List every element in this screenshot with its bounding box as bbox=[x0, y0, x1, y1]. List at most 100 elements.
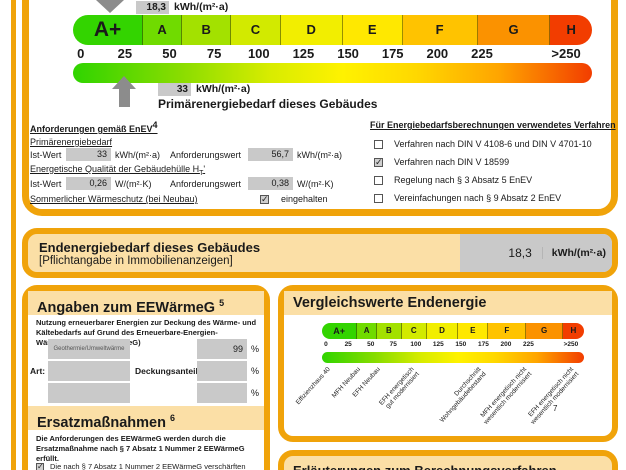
class-segment-a: A bbox=[143, 15, 182, 45]
tick-label: 25 bbox=[344, 341, 352, 348]
tick-label: 225 bbox=[471, 46, 493, 61]
energy-class-band: A+ A B C D E F G H bbox=[73, 15, 592, 45]
method-regelung-label: Regelung nach § 3 Absatz 5 EnEV bbox=[394, 175, 533, 185]
tick-label: >250 bbox=[551, 46, 581, 61]
comparison-markers: Effizienzhaus 40 MFH Neubau EFH Neubau E… bbox=[295, 366, 581, 427]
enev-requirements-title: Anforderungen gemäß EnEV4 bbox=[30, 120, 158, 134]
endenergy-marker-arrow-icon bbox=[96, 0, 124, 13]
method-vereinfachung-checkbox[interactable] bbox=[374, 194, 383, 203]
coverage-share-field[interactable]: 99 bbox=[197, 339, 247, 359]
anforderungswert-field[interactable]: 0,38 bbox=[248, 177, 293, 190]
ist-wert-unit: W/(m²·K) bbox=[115, 179, 152, 189]
envelope-quality-group-label: Energetische Qualität der Gebäudehülle H… bbox=[30, 164, 206, 177]
summer-heat-protection-label: Sommerlicher Wärmeschutz (bei Neubau) bbox=[30, 194, 198, 204]
primary-energy-value-unit: kWh/(m²·a) bbox=[196, 83, 251, 95]
energy-gradient-bar bbox=[73, 63, 592, 83]
renewable-type-field[interactable] bbox=[48, 361, 130, 381]
comparison-gradient-bar bbox=[322, 352, 584, 363]
ist-wert-field[interactable]: 33 bbox=[66, 148, 111, 161]
method-din18599-checkbox[interactable] bbox=[374, 157, 383, 168]
primary-energy-label: Primärenergiebedarf dieses Gebäudes bbox=[158, 97, 378, 111]
tick-label: 200 bbox=[500, 341, 512, 348]
comparison-class-band: A+ A B C D E F G H bbox=[322, 323, 584, 339]
primary-energy-value-box: 33 bbox=[158, 83, 191, 96]
method-regelung-checkbox[interactable] bbox=[374, 176, 383, 185]
class-segment-d: D bbox=[280, 15, 343, 45]
endenergy-banner-value-box: 18,3 kWh/(m²·a) bbox=[460, 234, 612, 272]
percent-sign: % bbox=[251, 388, 260, 398]
ist-wert-label: Ist-Wert bbox=[30, 179, 62, 189]
tick-label: 0 bbox=[324, 341, 328, 348]
ersatzmassnahmen-statement: Die Anforderungen des EEWärmeG werden du… bbox=[36, 434, 245, 463]
tick-label: 0 bbox=[77, 46, 85, 61]
class-segment-g: G bbox=[477, 15, 551, 45]
anforderungswert-unit: W/(m²·K) bbox=[297, 179, 334, 189]
class-segment-d: D bbox=[426, 323, 459, 339]
ersatzmassnahme-checkbox[interactable] bbox=[36, 462, 44, 470]
erlaeuterungen-title: Erläuterungen zum Berechnungsverfahren bbox=[293, 463, 557, 470]
method-din4108-label: Verfahren nach DIN V 4108-6 und DIN V 47… bbox=[394, 139, 592, 149]
class-segment-g: G bbox=[526, 323, 563, 339]
calc-method-title: Für Energiebedarfsberechnungen verwendet… bbox=[370, 120, 616, 130]
summer-heat-protection-status: eingehalten bbox=[281, 194, 328, 204]
class-segment-aplus: A+ bbox=[322, 323, 358, 339]
tick-label: 100 bbox=[247, 46, 270, 61]
percent-sign: % bbox=[251, 344, 260, 354]
percent-sign: % bbox=[251, 366, 260, 376]
anforderungswert-field[interactable]: 56,7 bbox=[248, 148, 293, 161]
tick-label: 75 bbox=[206, 46, 222, 61]
coverage-share-field[interactable] bbox=[197, 361, 247, 381]
tick-label: 175 bbox=[381, 46, 404, 61]
ersatzmassnahme-checkbox-label: Die nach § 7 Absatz 1 Nummer 2 EEWärmeG … bbox=[50, 462, 246, 470]
ist-wert-field[interactable]: 0,26 bbox=[66, 177, 111, 190]
comparison-title: Vergleichswerte Endenergie bbox=[284, 291, 612, 315]
class-segment-e: E bbox=[458, 323, 489, 339]
anforderungswert-label: Anforderungswert bbox=[170, 179, 242, 189]
footnote-number: 7 bbox=[553, 404, 558, 413]
footnote-ref: 5 bbox=[219, 298, 225, 308]
method-din4108-checkbox[interactable] bbox=[374, 140, 383, 149]
class-segment-a: A bbox=[357, 323, 377, 339]
endenergy-banner-title: Endenergiebedarf dieses Gebäudes bbox=[39, 240, 261, 255]
tick-label: 200 bbox=[426, 46, 449, 61]
class-segment-b: B bbox=[181, 15, 232, 45]
primary-energy-marker-shaft bbox=[119, 88, 130, 107]
comparison-tick-row: 0 25 50 75 100 125 150 175 200 225 >250 bbox=[322, 341, 584, 349]
class-segment-b: B bbox=[377, 323, 402, 339]
endenergy-banner-subtitle: [Pflichtangabe in Immobilienanzeigen] bbox=[39, 255, 233, 267]
tick-label: 50 bbox=[162, 46, 177, 61]
tick-label: 175 bbox=[477, 341, 489, 348]
class-segment-f: F bbox=[402, 15, 478, 45]
tick-label: >250 bbox=[563, 341, 579, 348]
ist-wert-label: Ist-Wert bbox=[30, 150, 62, 160]
endenergy-value-box: 18,3 bbox=[136, 1, 169, 14]
tick-label: 25 bbox=[117, 46, 133, 61]
footnote-ref: 4 bbox=[152, 120, 158, 130]
tick-label: 150 bbox=[455, 341, 467, 348]
ersatzmassnahmen-title: Ersatzmaßnahmen 6 bbox=[28, 406, 264, 431]
anforderungswert-unit: kWh/(m²·a) bbox=[297, 150, 342, 160]
summer-heat-protection-checkbox[interactable] bbox=[260, 194, 269, 205]
class-segment-aplus: A+ bbox=[73, 15, 144, 45]
erlaeuterungen-banner: Erläuterungen zum Berechnungsverfahren bbox=[278, 450, 618, 470]
method-vereinfachung-label: Vereinfachungen nach § 9 Absatz 2 EnEV bbox=[394, 193, 562, 203]
footnote-ref: 6 bbox=[169, 413, 175, 423]
endenergy-value-unit: kWh/(m²·a) bbox=[174, 1, 229, 13]
coverage-share-label: Deckungsanteil: bbox=[135, 366, 201, 376]
class-segment-c: C bbox=[401, 323, 427, 339]
coverage-share-field[interactable] bbox=[197, 383, 247, 403]
primary-energy-group-label: Primärenergiebedarf bbox=[30, 137, 113, 147]
renewable-type-field[interactable]: Geothermie/Umweltwärme bbox=[48, 339, 130, 359]
tick-label: 50 bbox=[367, 341, 375, 348]
class-segment-h: H bbox=[562, 323, 584, 339]
renewable-type-field[interactable] bbox=[48, 383, 130, 403]
endenergy-banner-value: 18,3 bbox=[508, 246, 532, 260]
anforderungswert-label: Anforderungswert bbox=[170, 150, 242, 160]
eewaermeg-title: Angaben zum EEWärmeG 5 bbox=[28, 291, 264, 316]
tick-label: 225 bbox=[523, 341, 534, 348]
endenergy-banner: Endenergiebedarf dieses Gebäudes [Pflich… bbox=[22, 228, 618, 278]
endenergy-banner-unit: kWh/(m²·a) bbox=[541, 247, 606, 259]
tick-label: 75 bbox=[389, 341, 397, 348]
tick-label: 125 bbox=[432, 341, 444, 348]
